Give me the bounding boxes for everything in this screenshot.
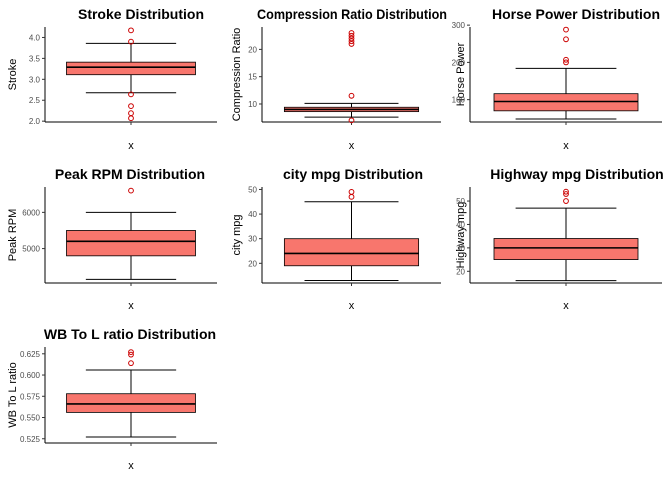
y-tick-label: 50 xyxy=(248,185,257,194)
y-tick-label: 15 xyxy=(248,73,257,82)
outlier-point xyxy=(128,360,134,367)
y-tick-label: 30 xyxy=(456,244,465,253)
outlier-point xyxy=(348,35,355,42)
outlier-point xyxy=(128,38,134,45)
y-tick-label: 2.5 xyxy=(29,96,41,105)
y-tick-label: 0.575 xyxy=(20,392,41,401)
chart-title: Highway mpg Distribution xyxy=(490,166,663,182)
iqr-box xyxy=(283,238,420,267)
outlier-point xyxy=(348,117,355,124)
chart-title: Stroke Distribution xyxy=(78,6,204,22)
outlier-point xyxy=(128,351,134,358)
outlier-point xyxy=(563,188,569,195)
outlier-point xyxy=(563,191,569,197)
y-tick-label: 50 xyxy=(456,197,465,206)
boxplot-panel: Highway mpg Distribution Highway mpg x 20 30… xyxy=(455,166,664,312)
x-axis-label: x xyxy=(128,300,134,312)
outlier-point xyxy=(348,92,355,99)
y-tick-label: 0.525 xyxy=(20,435,41,444)
y-tick-label: 3.0 xyxy=(29,75,41,84)
y-tick-label: 40 xyxy=(456,220,465,229)
x-axis-label: x xyxy=(349,140,355,152)
iqr-box xyxy=(66,393,196,413)
iqr-box xyxy=(66,230,196,257)
outlier-point xyxy=(563,36,569,43)
outlier-point xyxy=(348,30,355,36)
x-axis-label: x xyxy=(563,140,569,152)
outlier-point xyxy=(563,26,569,33)
y-tick-label: 20 xyxy=(248,45,257,54)
y-axis-label: Peak RPM xyxy=(7,209,19,262)
outlier-point xyxy=(348,41,355,47)
iqr-box xyxy=(493,238,639,260)
y-tick-label: 4.0 xyxy=(29,33,41,42)
boxplot-panel: WB To L ratio Distribution WB To L ratio x… xyxy=(7,326,217,472)
y-tick-label: 0.600 xyxy=(20,371,41,380)
y-tick-label: 20 xyxy=(456,267,465,276)
y-tick-label: 0.625 xyxy=(20,350,41,359)
y-tick-label: 5000 xyxy=(22,245,40,254)
y-tick-label: 0.550 xyxy=(20,414,41,423)
y-tick-label: 6000 xyxy=(22,208,40,217)
y-axis-label: WB To L ratio xyxy=(7,362,19,427)
chart-title: Peak RPM Distribution xyxy=(55,166,205,182)
iqr-box xyxy=(66,61,196,76)
outlier-point xyxy=(128,91,134,98)
outlier-point xyxy=(348,38,355,45)
chart-title: WB To L ratio Distribution xyxy=(44,326,216,342)
boxplot-panel: Compression Ratio Distribution Compressio… xyxy=(231,6,447,152)
outlier-point xyxy=(348,193,355,200)
outlier-point xyxy=(128,110,134,117)
outlier-point xyxy=(563,59,569,66)
boxplot-panel: Stroke Distribution Stroke x 2.0 2.5 3.0 3.5 4.… xyxy=(7,6,217,152)
outlier-point xyxy=(128,349,134,355)
outlier-point xyxy=(563,56,569,63)
chart-title: Horse Power Distribution xyxy=(492,6,660,22)
y-tick-label: 40 xyxy=(248,210,257,219)
y-tick-label: 10 xyxy=(248,100,257,109)
boxplot-panel: Horse Power Distribution Horse Power x 100 2… xyxy=(452,6,662,152)
y-tick-label: 3.5 xyxy=(29,54,41,63)
y-tick-label: 300 xyxy=(452,21,466,30)
y-tick-label: 2.0 xyxy=(29,117,41,126)
y-tick-label: 20 xyxy=(248,259,257,268)
chart-title: city mpg Distribution xyxy=(283,166,423,182)
outlier-point xyxy=(128,103,134,109)
outlier-point xyxy=(348,32,355,39)
y-axis-label: Highway mpg xyxy=(455,202,467,269)
boxplot-panel: city mpg Distribution city mpg x 20 30 40 50 xyxy=(231,166,441,312)
boxplot-panel: Peak RPM Distribution Peak RPM x 5000 6000 xyxy=(7,166,217,312)
chart-title: Compression Ratio Distribution xyxy=(257,6,447,22)
outlier-point xyxy=(128,115,134,122)
y-tick-label: 100 xyxy=(452,96,466,105)
y-axis-label: city mpg xyxy=(231,215,243,256)
x-axis-label: x xyxy=(128,460,134,472)
x-axis-label: x xyxy=(563,300,569,312)
outlier-point xyxy=(128,27,134,34)
x-axis-label: x xyxy=(349,300,355,312)
y-axis-label: Stroke xyxy=(7,59,19,91)
y-axis-label: Horse Power xyxy=(455,42,467,106)
outlier-point xyxy=(348,189,355,195)
outlier-point xyxy=(128,187,134,194)
outlier-point xyxy=(563,198,569,204)
x-axis-label: x xyxy=(128,140,134,152)
y-axis-label: Compression Ratio xyxy=(231,28,243,122)
y-tick-label: 30 xyxy=(248,235,257,244)
y-tick-label: 200 xyxy=(452,58,466,67)
